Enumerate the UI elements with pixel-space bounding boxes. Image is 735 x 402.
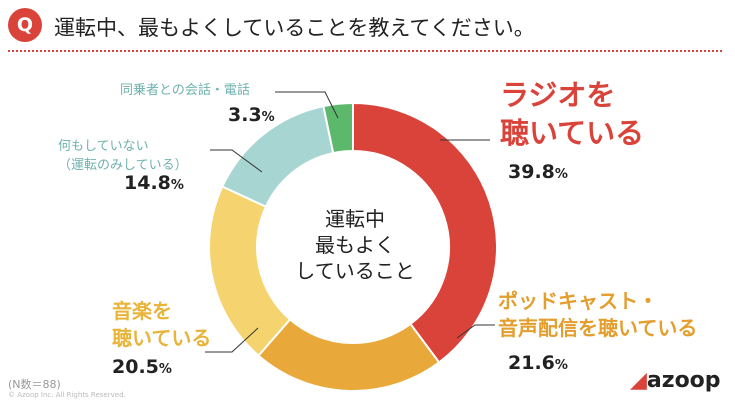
- center-label-line: 最もよく: [315, 233, 395, 257]
- center-label: 運転中 最もよく していること: [293, 206, 417, 284]
- logo-text: azoop: [646, 368, 721, 393]
- label-music-line2: 聴いている: [112, 326, 212, 350]
- pct-talk-value: 3.3: [228, 104, 262, 126]
- label-radio-line2: 聴いている: [500, 116, 645, 150]
- pct-talk: 3.3%: [228, 104, 275, 126]
- label-podcast-line1: ポッドキャスト・: [498, 289, 658, 313]
- leader-line-talk: [275, 91, 339, 119]
- label-music-line1: 音楽を: [112, 299, 172, 323]
- pct-nothing-value: 14.8: [124, 172, 171, 194]
- label-podcast-line2: 音声配信を聴いている: [498, 316, 698, 340]
- slice-music: [208, 185, 292, 358]
- question-badge: Q: [8, 8, 42, 42]
- label-podcast: ポッドキャスト・ 音声配信を聴いている: [498, 288, 697, 342]
- leader-line-nothing: [210, 149, 263, 173]
- pct-podcast: 21.6%: [508, 352, 568, 374]
- label-nothing-line1: 何もしていない: [58, 139, 149, 154]
- label-nothing-line2: （運転のみしている）: [58, 158, 188, 173]
- logo-mark-icon: ◢: [630, 368, 647, 393]
- label-talk: 同乗者との会話・電話: [120, 83, 250, 98]
- pct-radio-value: 39.8: [508, 161, 555, 183]
- pct-nothing: 14.8%: [124, 172, 184, 194]
- label-radio-line1: ラジオを: [500, 78, 616, 112]
- pct-unit: %: [554, 167, 568, 182]
- slice-podcast: [257, 317, 441, 392]
- copyright: © Azoop Inc. All Rights Reserved.: [8, 391, 126, 399]
- pct-music-value: 20.5: [112, 356, 159, 378]
- sample-size-note: (N数＝88): [8, 378, 61, 391]
- pct-music: 20.5%: [112, 356, 172, 378]
- label-music: 音楽を 聴いている: [112, 298, 211, 352]
- leader-line-podcast: [456, 324, 495, 339]
- slice-radio: [352, 101, 498, 364]
- label-radio: ラジオを 聴いている: [500, 76, 644, 152]
- question-text: 運転中、最もよくしていることを教えてください。: [54, 16, 535, 40]
- dotted-divider: [8, 50, 722, 52]
- pct-unit: %: [170, 178, 184, 193]
- pct-unit: %: [261, 110, 275, 125]
- label-nothing: 何もしていない （運転のみしている）: [58, 135, 188, 173]
- leader-line-music: [205, 327, 259, 353]
- center-label-line: していること: [295, 259, 415, 283]
- center-label-line: 運転中: [325, 207, 385, 231]
- azoop-logo: ◢azoop: [630, 368, 721, 393]
- pct-radio: 39.8%: [508, 161, 568, 183]
- pct-podcast-value: 21.6: [508, 352, 555, 374]
- slice-talk: [322, 101, 354, 155]
- pct-unit: %: [554, 358, 568, 373]
- pct-unit: %: [158, 362, 172, 377]
